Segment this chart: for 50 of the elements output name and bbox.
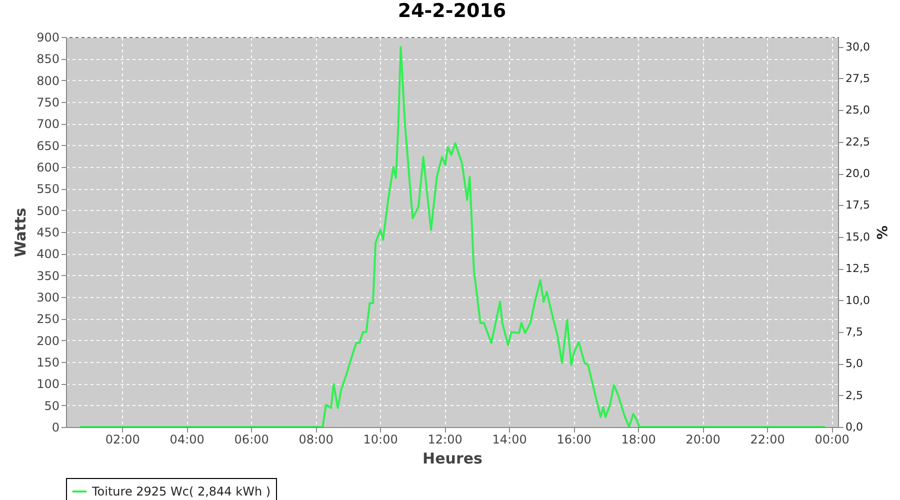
x-tick-label: 20:00 [686,432,720,446]
y2-tick-label: 27,5 [846,72,870,85]
y2-tick-label: 2,5 [846,388,863,402]
y-tick-label: 700 [36,117,60,132]
y2-tick-label: 10,0 [846,294,870,307]
y-tick-label: 250 [36,312,60,326]
x-tick-label: 12:00 [428,432,462,446]
x-tick-label: 18:00 [621,432,656,446]
y2-tick-label: 12,5 [846,262,870,276]
y-tick-label: 850 [36,52,60,66]
x-tick-label: 04:00 [170,432,204,446]
y-tick-label: 450 [36,226,60,240]
y-tick-label: 50 [44,398,60,413]
x-tick-label: 08:00 [298,432,334,446]
x-axis-title: Heures [422,450,483,468]
x-tick-label: 22:00 [750,432,785,446]
y-tick-label: 500 [36,204,60,218]
y-tick-label: 0 [52,420,60,434]
x-tick-label: 16:00 [556,432,592,446]
y-tick-label: 350 [36,268,60,283]
y2-tick-label: 20,0 [846,167,870,180]
y-tick-label: 100 [36,377,60,392]
y2-tick-label: 22,5 [846,135,870,148]
y-tick-label: 900 [36,30,60,44]
y2-tick-label: 30,0 [846,40,870,54]
y-axis-title: Watts [12,208,30,258]
x-tick-label: 02:00 [105,432,140,446]
x-tick-label: 06:00 [234,432,269,446]
x-tick-label: 00:00 [814,432,850,446]
y2-tick-label: 7,5 [846,325,863,338]
legend-label: Toiture 2925 Wc( 2,844 kWh ) [91,484,271,498]
y-tick-label: 150 [36,356,60,370]
y-tick-label: 600 [36,160,60,174]
line-series [79,46,826,427]
y-tick-label: 800 [36,74,60,88]
y-tick-label: 750 [36,96,60,110]
y2-tick-label: 17,5 [846,198,870,212]
y-tick-label: 650 [36,138,60,153]
y-tick-label: 200 [36,334,60,348]
chart-title: 24-2-2016 [398,0,506,22]
y2-tick-label: 5,0 [846,357,863,370]
y2-tick-label: 15,0 [846,230,870,244]
y2-tick-label: 25,0 [846,104,870,117]
y-tick-label: 300 [36,290,60,304]
y-tick-label: 550 [36,182,60,196]
y2-axis-title: % [872,225,889,240]
y2-tick-label: 0,0 [846,420,863,434]
x-tick-label: 10:00 [363,432,398,446]
y-tick-label: 400 [36,247,60,262]
x-tick-label: 14:00 [492,432,527,446]
